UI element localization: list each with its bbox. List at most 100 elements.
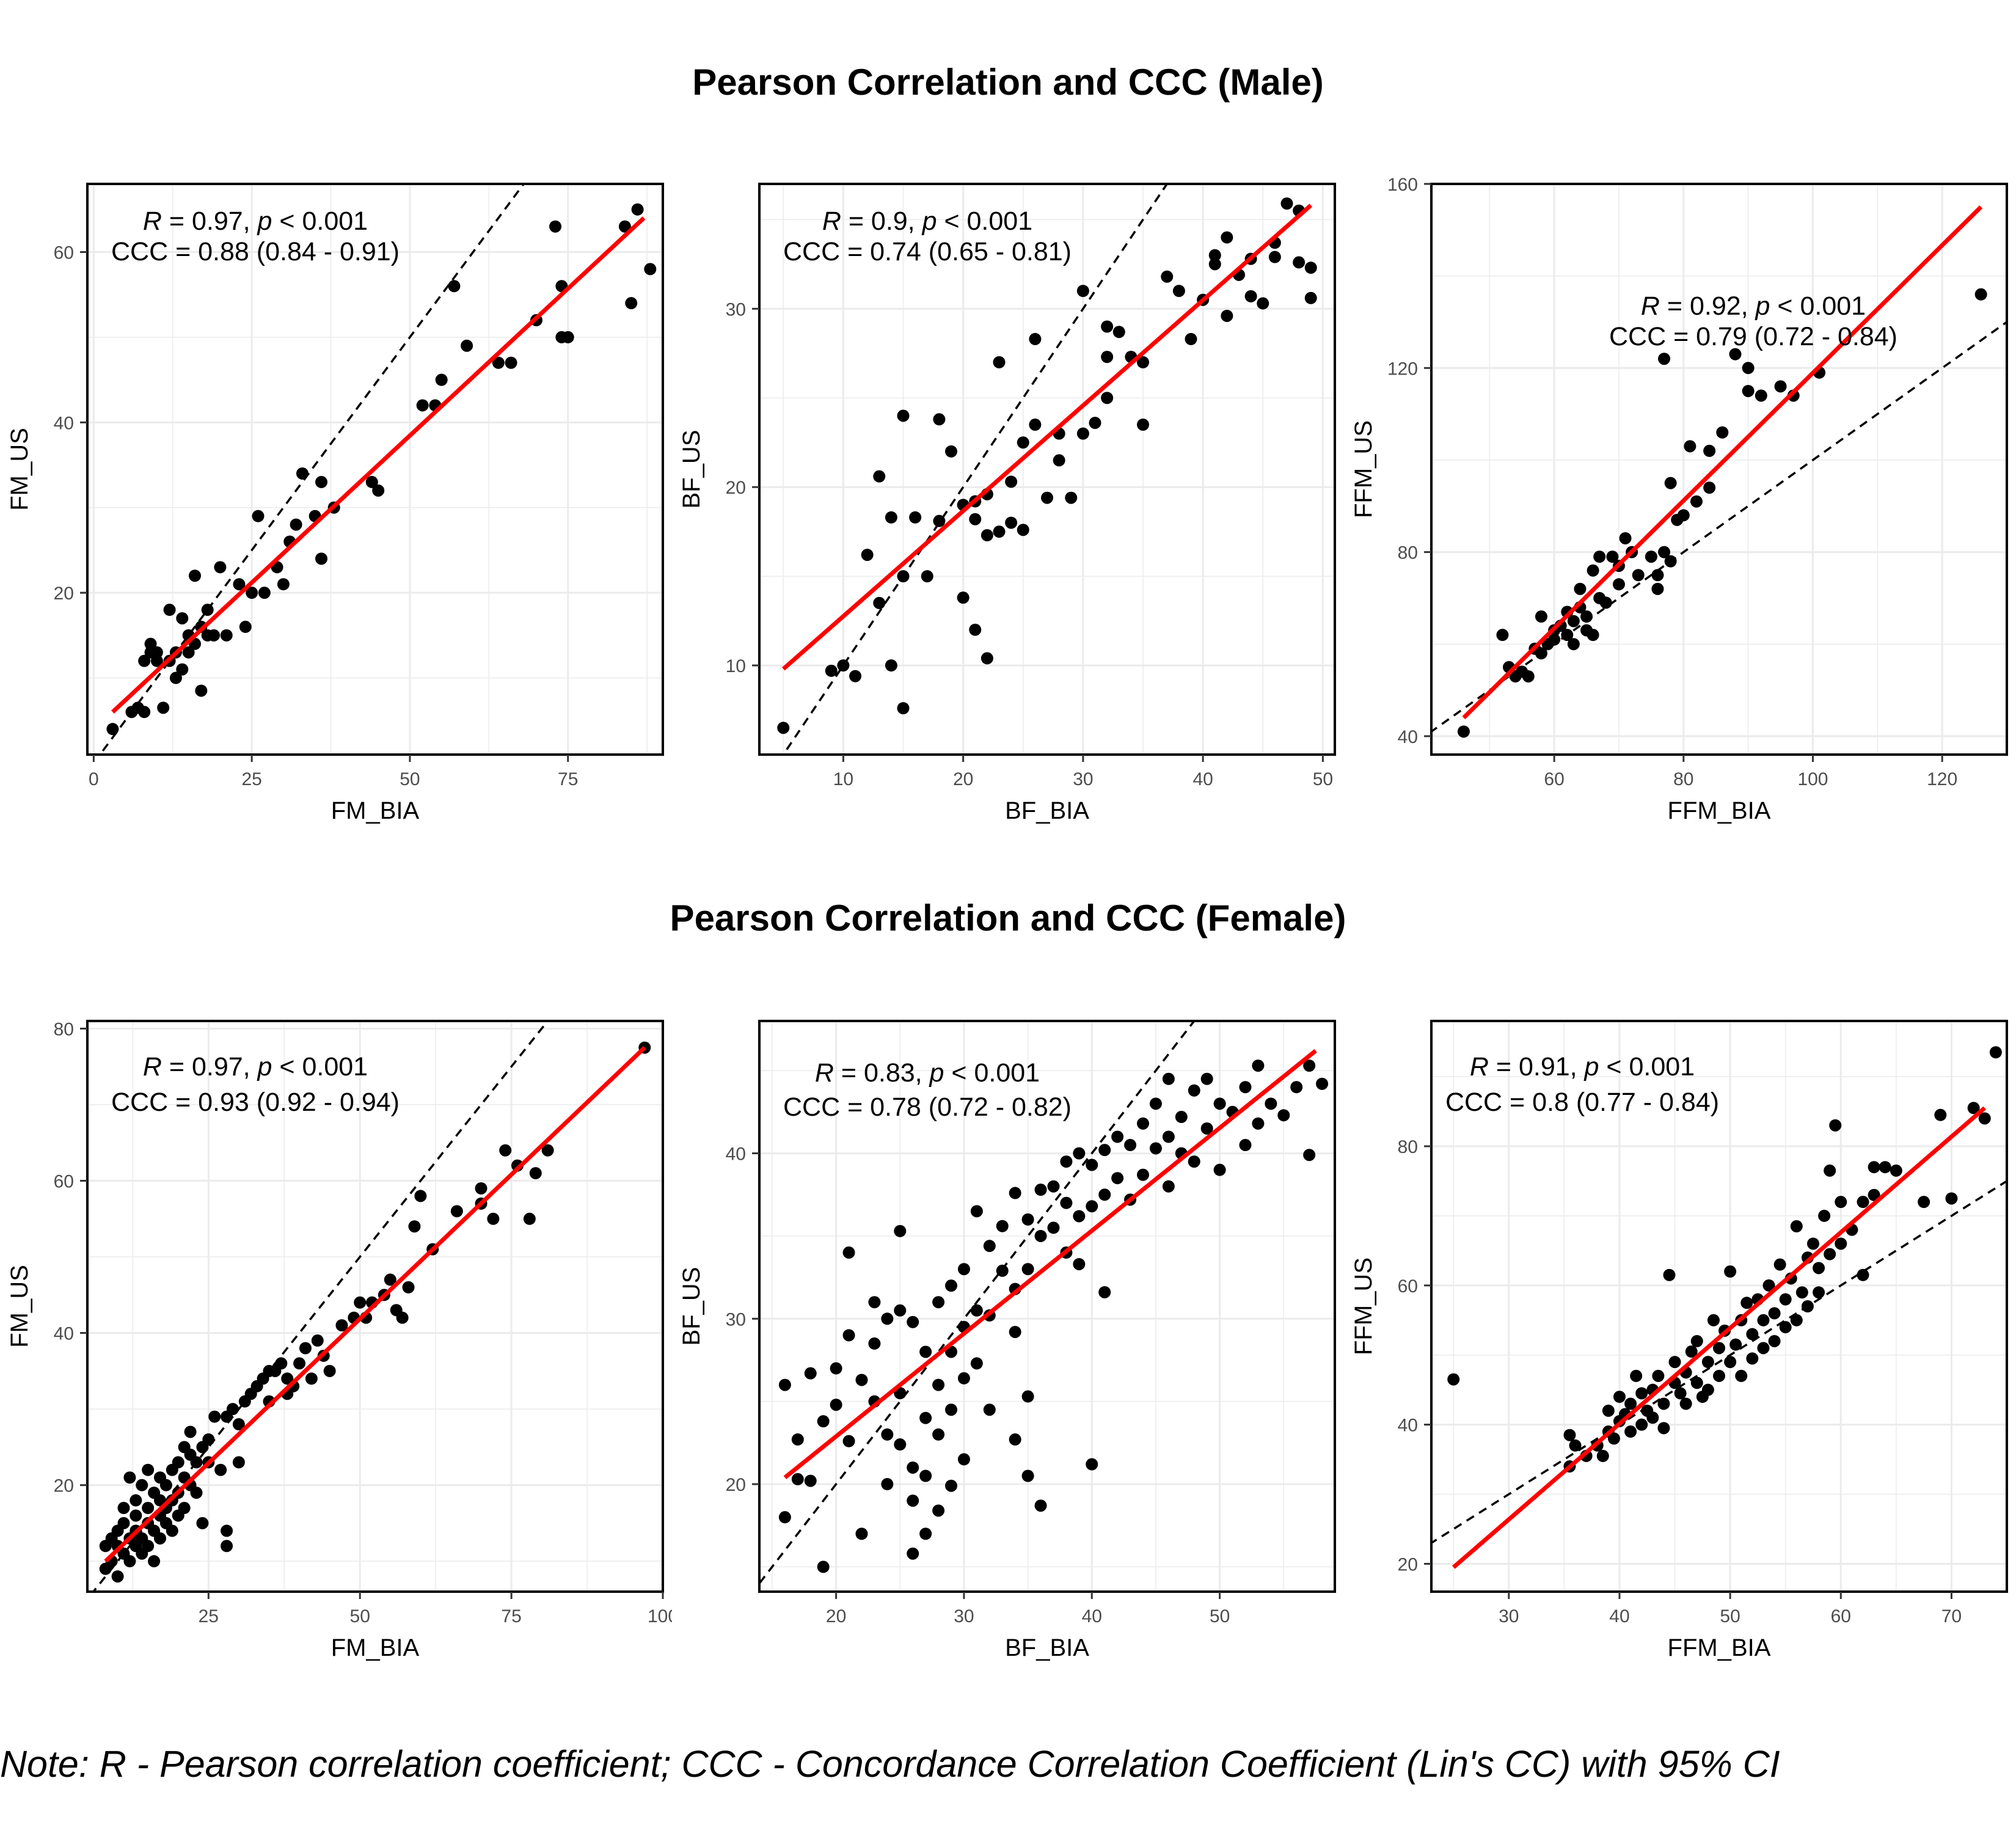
data-point [1690, 1377, 1703, 1389]
data-point [830, 1399, 842, 1411]
data-point [1098, 1144, 1111, 1157]
data-point [1716, 426, 1729, 439]
regression-line [104, 1046, 646, 1563]
data-point [1244, 290, 1257, 302]
data-point [969, 623, 982, 636]
data-point [315, 475, 328, 488]
data-point [1701, 1356, 1714, 1369]
plot-frame [86, 183, 664, 756]
data-point [894, 1438, 907, 1451]
data-point [1060, 1196, 1073, 1209]
pearson-r-annotation: R = 0.92, p < 0.001 [1641, 291, 1866, 321]
data-point [1967, 1102, 1980, 1114]
data-point [1047, 1180, 1060, 1193]
grid [87, 1021, 663, 1592]
data-point [232, 1418, 245, 1431]
data-point [1824, 1164, 1836, 1177]
x-tick-label: 30 [1073, 769, 1093, 789]
data-point [396, 1311, 409, 1324]
data-point [208, 629, 221, 642]
regression-line [1462, 205, 1983, 720]
data-point [1213, 1163, 1226, 1176]
x-tick-label: 0 [89, 769, 99, 789]
data-point [1599, 596, 1612, 609]
data-point [1053, 454, 1065, 467]
data-point [1047, 1221, 1060, 1234]
data-point [1757, 1342, 1770, 1355]
x-tick-label: 20 [826, 1606, 846, 1626]
data-point [1447, 1373, 1460, 1386]
data-point [1934, 1108, 1947, 1121]
data-point [932, 1378, 945, 1391]
data-point [1645, 551, 1657, 563]
data-point [618, 220, 631, 233]
data-point [1149, 1142, 1162, 1155]
data-point [1729, 1338, 1742, 1351]
data-point [1124, 1139, 1137, 1152]
data-point [1149, 1097, 1162, 1110]
footnote: Note: R - Pearson correlation coefficien… [0, 1743, 1780, 1785]
data-point [138, 706, 151, 719]
data-point [1221, 231, 1233, 244]
data-point [1724, 1265, 1737, 1278]
data-point [246, 587, 258, 599]
data-point [1829, 1119, 1842, 1132]
x-axis-label: BF_BIA [1005, 797, 1089, 824]
data-point [150, 646, 163, 659]
p-symbol: p [929, 1058, 944, 1088]
data-point [220, 629, 233, 642]
data-point [541, 1144, 554, 1157]
data-point [130, 1509, 142, 1522]
data-point [1098, 1188, 1111, 1201]
data-point [1701, 1383, 1714, 1396]
data-point [830, 1362, 842, 1375]
data-point [1101, 351, 1114, 364]
data-point [1879, 1161, 1891, 1174]
data-point [1624, 1397, 1637, 1410]
y-tick-label: 20 [54, 1476, 74, 1496]
y-tick-label: 20 [54, 584, 74, 604]
data-point [644, 263, 657, 276]
data-point [1657, 1397, 1670, 1410]
p-symbol: p [1755, 291, 1770, 321]
p-symbol: p [257, 1052, 272, 1081]
data-point [1188, 1084, 1200, 1097]
data-point [1779, 1293, 1792, 1306]
data-point [907, 1315, 919, 1328]
regression-line [1452, 1106, 1987, 1569]
data-point [970, 1304, 983, 1317]
p-symbol: p [1583, 1052, 1599, 1081]
data-point [1086, 1200, 1098, 1213]
data-point [221, 1540, 233, 1553]
ccc-annotation: CCC = 0.8 (0.77 - 0.84) [1445, 1088, 1719, 1117]
data-point [1724, 1356, 1737, 1369]
data-point [523, 1212, 536, 1225]
data-point [1009, 1433, 1021, 1446]
data-point [945, 1279, 957, 1292]
data-point [163, 604, 176, 616]
data-point [166, 1524, 178, 1537]
data-point [1857, 1196, 1869, 1209]
data-point [1713, 1342, 1725, 1355]
data-point [435, 373, 448, 386]
data-point [868, 1337, 881, 1350]
data-point [176, 612, 189, 624]
data-point [778, 1511, 791, 1524]
data-point [1790, 1220, 1803, 1233]
data-point [817, 1560, 830, 1573]
data-point [208, 1410, 221, 1423]
data-point [232, 1456, 245, 1469]
regression-line [781, 203, 1313, 671]
data-point [1795, 1286, 1808, 1299]
data-point [970, 1205, 983, 1218]
data-point [1684, 440, 1696, 453]
data-point [1868, 1161, 1880, 1174]
data-point [1801, 1300, 1814, 1312]
data-point [885, 511, 897, 524]
ccc-annotation: CCC = 0.78 (0.72 - 0.82) [783, 1092, 1072, 1122]
p-value: < 0.001 [1770, 291, 1866, 321]
data-point [1978, 1112, 1991, 1125]
x-tick-label: 50 [400, 769, 420, 789]
data-point [184, 1425, 197, 1438]
data-point [1630, 1369, 1643, 1382]
